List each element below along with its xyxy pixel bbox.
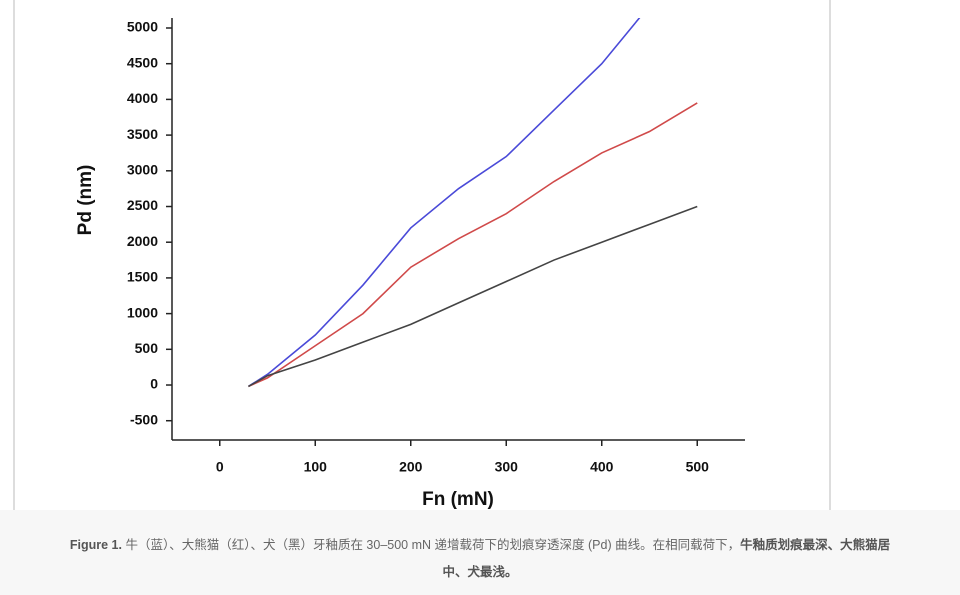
y-tick-label: 5000 <box>127 19 158 35</box>
y-tick-label: -500 <box>130 411 158 427</box>
data-line <box>248 205 698 388</box>
y-tick-label: 2000 <box>127 233 158 249</box>
chart: Fn (mN) Pd (nm) -50005001000150020002500… <box>13 0 831 510</box>
data-line <box>247 18 641 388</box>
y-tick-label: 3000 <box>127 162 158 178</box>
y-tick-label: 1000 <box>127 304 158 320</box>
y-tick-label: 500 <box>135 340 159 356</box>
x-tick-label: 400 <box>590 459 614 475</box>
y-tick-label: 3500 <box>127 126 158 142</box>
x-tick-label: 200 <box>399 459 423 475</box>
y-axis-label: Pd (nm) <box>75 165 96 236</box>
y-tick-label: 4500 <box>127 54 158 70</box>
x-axis-label: Fn (mN) <box>422 489 494 510</box>
caption: Figure 1. 牛（蓝）、大熊猫（红）、犬（黑）牙釉质在 30–500 mN… <box>60 532 900 586</box>
y-tick-label: 2500 <box>127 197 158 213</box>
x-tick-label: 300 <box>495 459 519 475</box>
x-tick-label: 500 <box>686 459 710 475</box>
y-tick-label: 1500 <box>127 269 158 285</box>
x-tick-label: 100 <box>304 459 328 475</box>
y-tick-label: 4000 <box>127 90 158 106</box>
caption-label: Figure 1. <box>69 538 122 552</box>
x-tick-label: 0 <box>216 459 224 475</box>
caption-emphasis: 牛釉质划痕最深、大熊猫居中、犬最浅。 <box>442 538 891 579</box>
y-tick-label: 0 <box>150 376 158 392</box>
data-line <box>248 102 698 388</box>
caption-text: 牛（蓝）、大熊猫（红）、犬（黑）牙釉质在 30–500 mN 递增载荷下的划痕穿… <box>125 538 741 552</box>
